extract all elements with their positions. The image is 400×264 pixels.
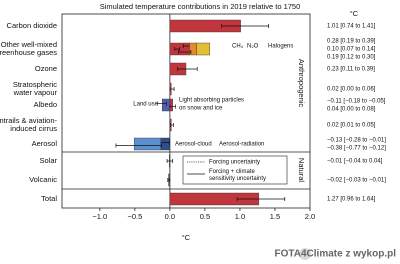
x-tick-label: 1.0 [235,212,245,221]
segment-label: Light absorbing particles [179,98,244,104]
segment-label: Aerosol-cloud [175,142,212,148]
bar-segment [133,137,161,151]
value-label: −0.11 [−0.18 to −0.05] [327,99,386,105]
group-label: Anthropogenic [297,59,306,108]
x-tick-label: 1.5 [270,212,280,221]
bar-segment [196,42,211,56]
value-label: 1.27 [0.96 to 1.64] [327,197,376,203]
error-bar [166,159,174,163]
category-label: Contrails & aviation- [0,116,57,125]
error-bar [156,101,167,106]
value-label: −0.38 [−0.77 to −0.12] [327,146,386,152]
value-label: −0.13 [−0.28 to −0.01] [327,138,386,144]
category-label: Carbon dioxide [7,21,57,30]
category-label: induced cirrus [10,124,57,133]
category-label: Albedo [34,100,57,109]
value-label: 0.28 [0.19 to 0.39] [327,39,376,45]
error-bar [174,47,181,51]
category-label: Aerosol [32,139,58,148]
category-label: Stratospheric [13,80,57,89]
x-tick-label: 0.5 [200,212,210,221]
bar-segment [189,42,197,56]
x-tick-label: 0.0 [165,212,175,221]
x-axis-label: °C [182,233,191,242]
value-label: 0.04 [0.00 to 0.08] [327,107,376,113]
segment-label: Aerosol-radiation [219,142,264,148]
group-label: Natural [297,158,306,183]
segment-label: on snow and ice [179,106,223,112]
legend-label: sensitivity uncertainty [209,176,266,182]
value-label: 0.23 [0.11 to 0.39] [327,67,375,73]
error-bar [115,143,162,148]
category-label: greenhouse gases [0,48,57,57]
bar-segment [161,98,171,112]
x-tick-label: −0.5 [127,212,142,221]
error-bar [177,50,192,54]
category-label: water vapour [13,88,58,97]
error-bar [236,197,286,201]
bar-segment [160,137,171,151]
segment-label: Halogens [268,44,293,50]
watermark-logo [299,248,311,260]
error-bar [177,67,198,71]
legend-box [182,155,288,185]
error-bar [170,123,174,127]
value-label: 0.02 [0.00 to 0.06] [327,87,376,93]
value-label: 0.10 [0.07 to 0.14] [327,47,376,53]
segment-label: CH₄ [232,44,244,50]
x-tick-label: 2.0 [305,212,315,221]
legend-label: Forcing uncertainty [209,160,260,166]
error-bar [167,178,170,182]
unit-header: °C [350,9,359,18]
category-label: Solar [39,156,57,165]
value-label: 0.19 [0.12 to 0.30] [327,55,376,61]
error-bar [221,24,270,28]
category-label: Ozone [35,64,57,73]
category-label: Total [41,194,57,203]
value-label: −0.02 [−0.03 to −0.01] [327,178,386,184]
category-label: Volcanic [29,175,57,184]
chart-title: Simulated temperature contributions in 2… [100,2,301,11]
value-label: 1.01 [0.74 to 1.41] [327,24,376,30]
value-label: 0.02 [0.01 to 0.05] [327,123,376,129]
watermark: FOTA4Climate z wykop.pl [275,249,397,260]
legend-label: Forcing + climate [209,169,256,175]
error-bar [169,104,176,109]
x-tick-label: −1.0 [92,212,107,221]
category-label: Other well-mixed [1,40,57,49]
bar-segment [169,98,173,112]
segment-label: Land use [133,102,158,108]
error-bar [169,87,175,91]
plot-frame [61,13,311,209]
value-label: −0.01 [−0.04 to 0.04] [327,159,383,165]
segment-label: N₂O [247,44,259,50]
